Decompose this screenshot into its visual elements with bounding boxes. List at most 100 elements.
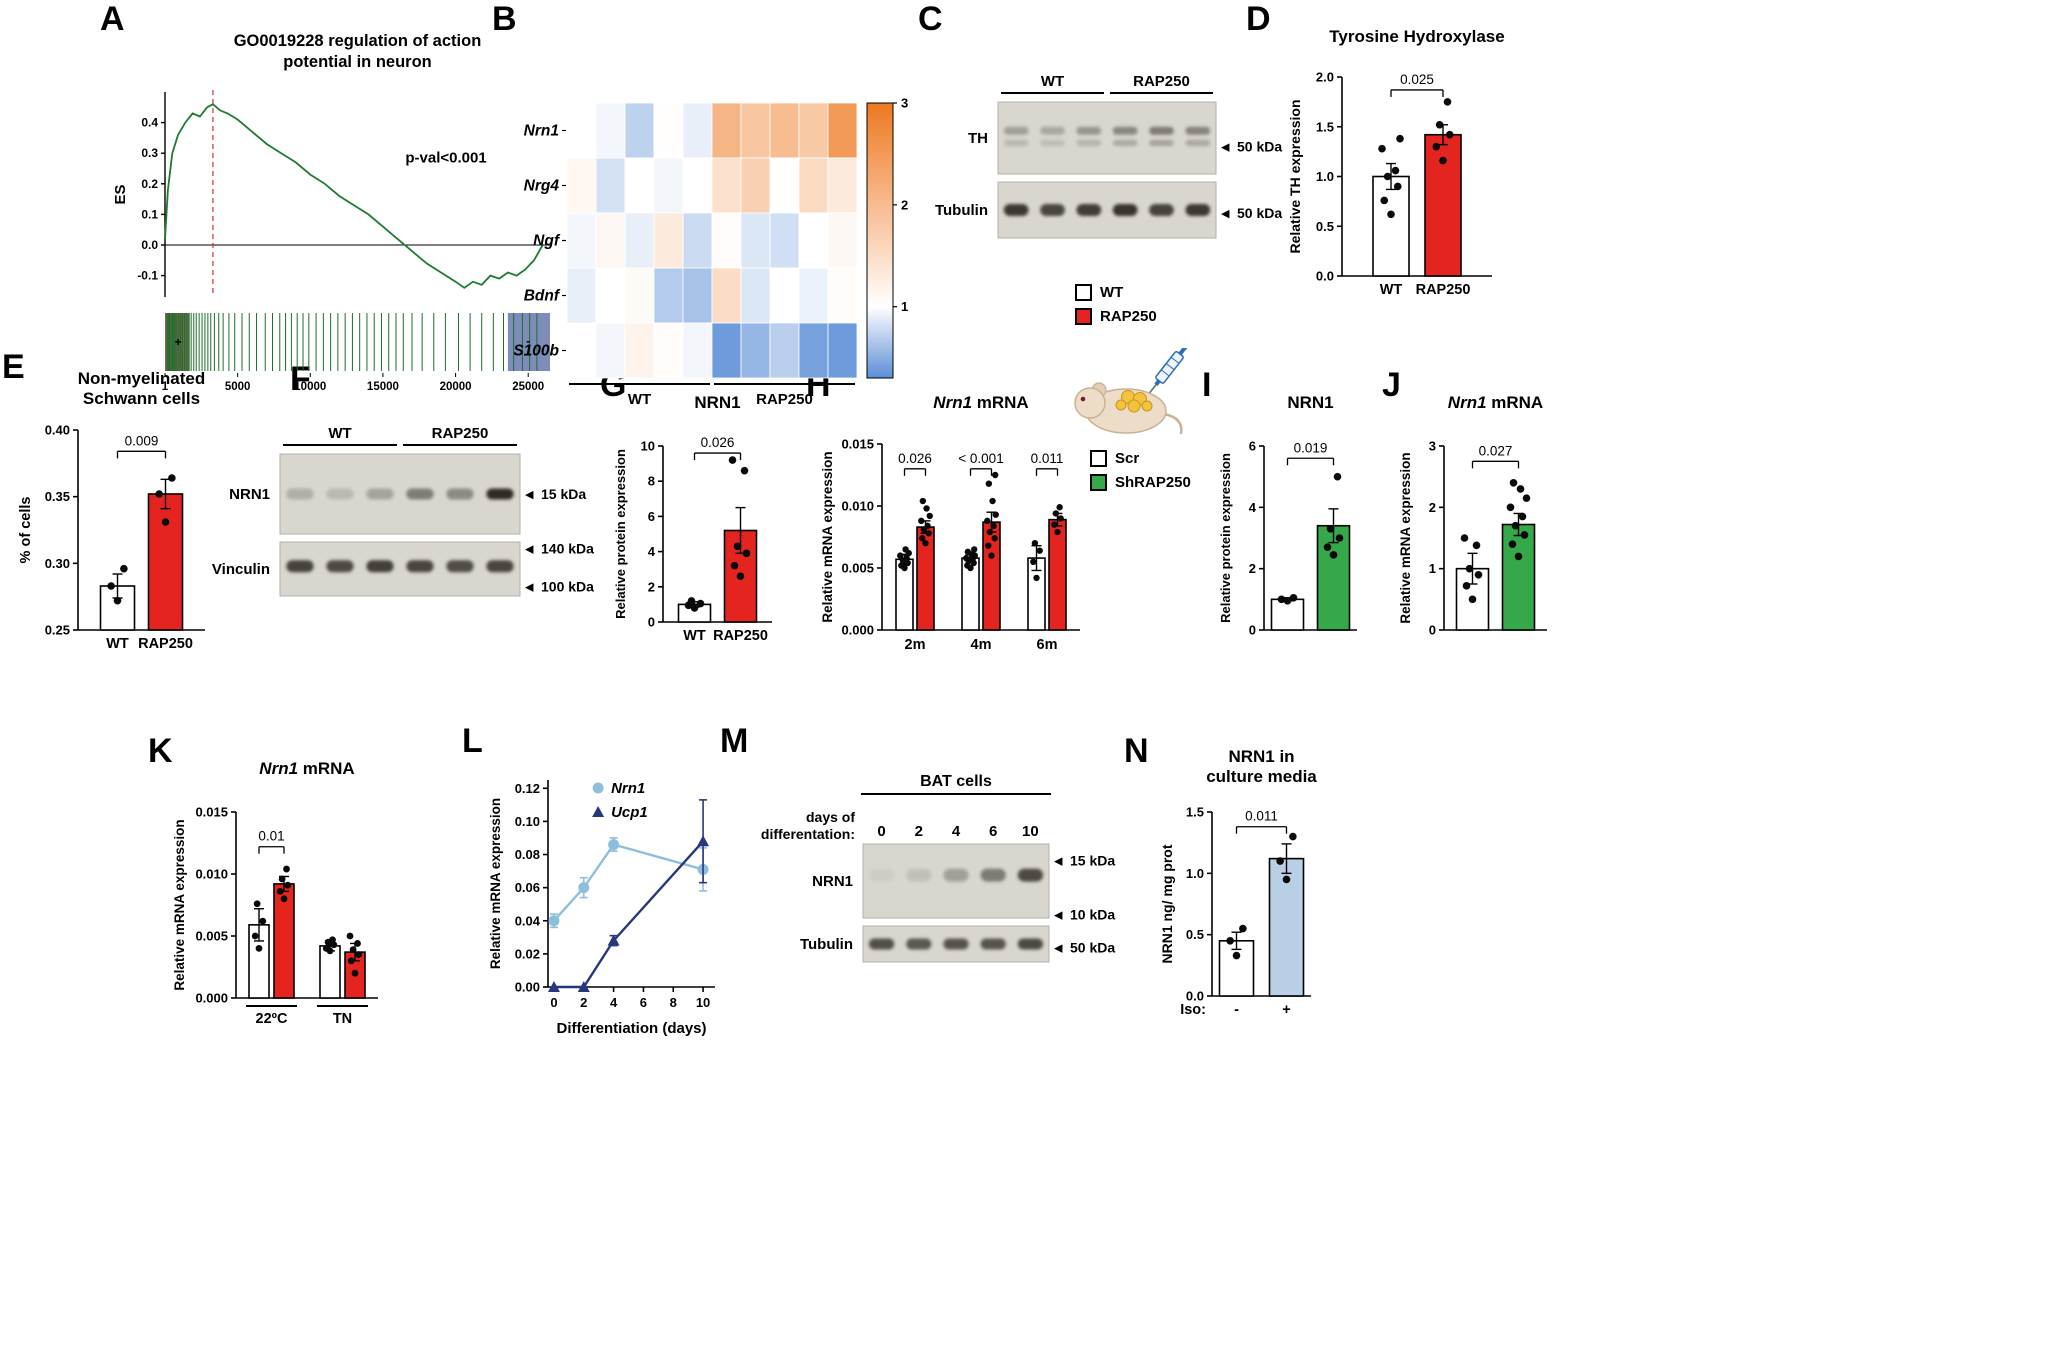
svg-text:< 0.001: < 0.001 (958, 451, 1003, 466)
fat-cells-cluster (1115, 390, 1153, 413)
svg-text:0.005: 0.005 (841, 561, 874, 576)
svg-text:% of cells: % of cells (18, 497, 34, 564)
svg-text:50 kDa: 50 kDa (1070, 940, 1115, 956)
svg-text:◀: ◀ (525, 489, 534, 501)
svg-text:0.010: 0.010 (195, 867, 228, 882)
svg-text:Tubulin: Tubulin (800, 936, 853, 953)
panel-G-chart: NRN1 0 2 4 6 8 10 Relative protein expression WT… (605, 388, 800, 660)
svg-text:S100b: S100b (513, 343, 559, 360)
svg-text:TN: TN (333, 1011, 352, 1027)
svg-text:NRN1: NRN1 (229, 486, 270, 503)
svg-text:6: 6 (989, 823, 997, 840)
svg-text:culture media: culture media (1206, 767, 1317, 786)
mouse-head (1074, 387, 1106, 419)
svg-text:Vinculin: Vinculin (212, 561, 270, 578)
svg-text:0.010: 0.010 (841, 499, 874, 514)
svg-text:Ucp1: Ucp1 (611, 804, 648, 821)
panel-i-letter: I (1202, 366, 1212, 404)
svg-text:NRN1: NRN1 (812, 873, 853, 890)
svg-text:Relative mRNA expression: Relative mRNA expression (172, 819, 187, 990)
legend-item-rap250: RAP250 (1075, 308, 1157, 325)
svg-text:20000: 20000 (440, 381, 472, 393)
svg-text:-: - (526, 334, 530, 348)
svg-text:0.2: 0.2 (141, 177, 158, 191)
svg-text:2: 2 (915, 823, 923, 840)
svg-text:Non-myelinated: Non-myelinated (78, 369, 206, 388)
panel-j-letter: J (1382, 366, 1401, 404)
svg-text:Iso:: Iso: (1180, 1002, 1206, 1018)
svg-text:0.04: 0.04 (515, 913, 541, 928)
svg-text:◀: ◀ (1221, 142, 1230, 154)
panel-l-letter: L (462, 722, 483, 760)
svg-text:0.35: 0.35 (45, 489, 70, 504)
svg-text:1: 1 (162, 381, 169, 393)
svg-text:4m: 4m (971, 637, 992, 653)
panel-b-letter: B (492, 0, 517, 38)
scr-swatch (1090, 450, 1107, 467)
svg-text:8: 8 (670, 995, 677, 1010)
svg-text:0.0: 0.0 (1186, 989, 1204, 1004)
svg-text:-0.1: -0.1 (137, 269, 158, 283)
svg-text:0.01: 0.01 (258, 829, 284, 844)
svg-text:differentation:: differentation: (761, 826, 855, 842)
svg-text:4: 4 (648, 544, 656, 559)
svg-text:0.009: 0.009 (125, 433, 159, 448)
panel-K-chart: Nrn1 mRNA 0.000 0.005 0.010 0.015 Relative mR… (162, 752, 412, 1042)
svg-text:10000: 10000 (294, 381, 326, 393)
svg-text:Nrn1: Nrn1 (524, 123, 559, 140)
svg-text:Tyrosine Hydroxylase: Tyrosine Hydroxylase (1329, 27, 1504, 46)
svg-text:BAT cells: BAT cells (920, 773, 992, 790)
svg-text:0.026: 0.026 (701, 435, 735, 450)
svg-text:0.40: 0.40 (45, 423, 70, 438)
svg-text:NRN1 in: NRN1 in (1228, 747, 1294, 766)
svg-text:◀: ◀ (1054, 943, 1063, 955)
svg-text:2: 2 (648, 579, 655, 594)
svg-text:10: 10 (641, 439, 655, 454)
svg-text:6: 6 (1249, 439, 1256, 454)
svg-text:ES: ES (112, 184, 129, 204)
svg-text:0.019: 0.019 (1294, 440, 1328, 455)
svg-text:0.000: 0.000 (841, 623, 874, 638)
svg-text:6m: 6m (1037, 637, 1058, 653)
svg-text:RAP250: RAP250 (138, 636, 193, 652)
svg-text:+: + (175, 335, 182, 349)
svg-text:1.0: 1.0 (1316, 169, 1334, 184)
svg-text:WT: WT (628, 391, 651, 408)
svg-text:10: 10 (1022, 823, 1039, 840)
svg-text:RAP250: RAP250 (432, 425, 489, 442)
svg-text:100 kDa: 100 kDa (541, 578, 594, 594)
svg-text:Relative mRNA expression: Relative mRNA expression (488, 798, 503, 969)
panel-M-chart: BAT cells 0 2 4 6 10 days of differentation: NRN… (735, 772, 1133, 972)
svg-text:5000: 5000 (225, 381, 251, 393)
svg-text:◀: ◀ (1054, 909, 1063, 921)
panel-m-letter: M (720, 722, 749, 760)
svg-text:Nrn1 mRNA: Nrn1 mRNA (259, 759, 354, 778)
svg-text:0.000: 0.000 (195, 991, 228, 1006)
svg-text:3: 3 (1429, 439, 1436, 454)
svg-text:◀: ◀ (1221, 208, 1230, 220)
svg-text:2: 2 (901, 197, 908, 212)
svg-text:3: 3 (901, 96, 908, 111)
panel-I-chart: NRN1 0 2 4 6 Relative protein expression 0.019 (1212, 388, 1387, 660)
svg-text:2: 2 (1249, 561, 1256, 576)
svg-text:Bdnf: Bdnf (524, 288, 561, 305)
svg-text:0.015: 0.015 (195, 805, 228, 820)
mouse-eye (1080, 396, 1086, 402)
panel-d-letter: D (1246, 0, 1271, 38)
svg-text:2: 2 (580, 995, 587, 1010)
svg-text:GO0019228 regulation of action: GO0019228 regulation of action (234, 32, 482, 50)
svg-text:TH: TH (968, 130, 988, 147)
svg-text:0: 0 (1249, 623, 1256, 638)
svg-text:Relative protein expression: Relative protein expression (1218, 453, 1233, 623)
svg-text:Nrn1 mRNA: Nrn1 mRNA (933, 393, 1028, 412)
svg-text:NRN1: NRN1 (1287, 393, 1333, 412)
svg-text:0.011: 0.011 (1245, 809, 1278, 824)
shrap250-legend-label: ShRAP250 (1115, 474, 1191, 491)
svg-text:WT: WT (106, 636, 129, 652)
svg-text:RAP250: RAP250 (756, 391, 813, 408)
panel-J-chart: Nrn1 mRNA 0 1 2 3 Relative mRNA expression 0.0… (1392, 388, 1577, 660)
svg-text:0.025: 0.025 (1400, 72, 1434, 87)
svg-text:2m: 2m (905, 637, 926, 653)
shrap250-swatch (1090, 474, 1107, 491)
panel-c-letter: C (918, 0, 943, 38)
